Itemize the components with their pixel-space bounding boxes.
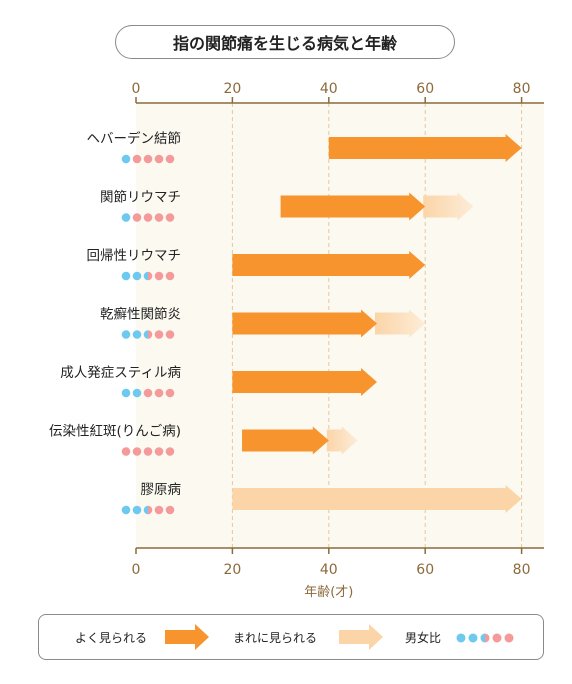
legend-dot-male <box>456 633 466 643</box>
ratio-dot-female <box>154 271 164 281</box>
ratio-dot-male <box>121 154 131 164</box>
top-tick-label: 60 <box>416 81 434 97</box>
arrow-occasional <box>232 485 522 513</box>
disease-label: ヘバーデン結節 <box>87 130 182 147</box>
ratio-dot-female <box>154 505 164 515</box>
top-tick-label: 80 <box>513 81 531 97</box>
ratio-dot-male <box>132 505 142 515</box>
ratio-dot-mixed <box>143 271 153 281</box>
chart-title: 指の関節痛を生じる病気と年齢 <box>115 25 455 59</box>
ratio-dot-female <box>165 154 175 164</box>
legend-occasional-label: まれに見られる <box>233 631 318 645</box>
ratio-dot-male <box>121 213 131 222</box>
ratio-dot-female <box>143 154 153 164</box>
bottom-tick-label: 20 <box>223 562 241 578</box>
ratio-dot-female <box>154 330 164 339</box>
ratio-dot-female <box>154 388 164 398</box>
legend-dot-female <box>492 633 502 643</box>
ratio-dot-female <box>154 447 164 456</box>
bottom-tick-label: 0 <box>132 562 141 578</box>
arrow-common <box>280 192 426 221</box>
disease-label: 膠原病 <box>141 482 182 498</box>
ratio-dot-male <box>121 388 131 398</box>
ratio-dot-female <box>165 447 175 456</box>
bottom-tick-label: 60 <box>416 562 434 578</box>
ratio-dot-female <box>165 388 175 398</box>
bottom-tick-label: 80 <box>513 562 531 578</box>
legend-ratio-label: 男女比 <box>405 631 442 645</box>
ratio-dot-male <box>121 505 131 515</box>
disease-label: 乾癬性関節炎 <box>100 306 181 323</box>
top-tick-label: 40 <box>320 81 338 97</box>
ratio-dot-male <box>132 388 142 398</box>
top-tick-label: 0 <box>132 81 141 97</box>
disease-label: 成人発症スティル病 <box>60 365 181 381</box>
ratio-dot-male <box>121 271 131 281</box>
legend-dot-female <box>504 633 514 643</box>
arrow-common <box>232 368 377 396</box>
arrow-common <box>242 426 329 455</box>
disease-label: 回帰性リウマチ <box>87 247 182 264</box>
ratio-dot-female <box>154 213 164 222</box>
legend: よく見られる まれに見られる 男女比 <box>38 614 544 660</box>
bottom-tick-label: 40 <box>320 562 338 578</box>
x-axis-label: 年齢(才) <box>304 585 353 600</box>
ratio-dot-female <box>143 213 153 222</box>
arrow-common <box>232 251 426 279</box>
ratio-dot-male <box>132 271 142 281</box>
legend-ratio-dots <box>456 633 514 643</box>
ratio-dot-male <box>121 330 131 339</box>
arrow-common <box>232 309 377 338</box>
legend-dot-male <box>468 633 478 643</box>
disease-label: 関節リウマチ <box>100 190 181 206</box>
legend-dot-mixed <box>480 633 490 643</box>
ratio-dot-female <box>143 388 153 398</box>
disease-label: 伝染性紅斑(りんご病) <box>49 424 181 440</box>
ratio-dot-mixed <box>143 330 153 339</box>
arrow-occasional <box>326 426 358 455</box>
ratio-dot-female <box>132 213 142 222</box>
ratio-dot-female <box>165 271 175 281</box>
ratio-dot-male <box>132 330 142 339</box>
ratio-dot-female <box>154 154 164 164</box>
legend-common-label: よく見られる <box>75 631 148 645</box>
arrow-common <box>328 134 522 162</box>
chart-title-text: 指の関節痛を生じる病気と年齢 <box>172 34 397 53</box>
ratio-dot-female <box>165 213 175 222</box>
ratio-dot-mixed <box>143 505 153 515</box>
legend-occasional-arrow <box>339 624 383 650</box>
ratio-dot-female <box>132 447 142 456</box>
ratio-dot-female <box>165 505 175 515</box>
ratio-dot-female <box>121 447 131 456</box>
legend-common-arrow <box>165 624 209 650</box>
arrow-occasional <box>423 192 474 221</box>
ratio-dot-female <box>143 447 153 456</box>
top-tick-label: 20 <box>223 81 241 97</box>
chart-svg: 0 0 20 20 40 40 60 60 80 80 年齢(才) ヘバーデン結節関節リウマチ回帰性… <box>49 81 544 600</box>
arrow-occasional <box>375 309 426 338</box>
ratio-dot-female <box>165 330 175 339</box>
ratio-dot-female <box>132 154 142 164</box>
